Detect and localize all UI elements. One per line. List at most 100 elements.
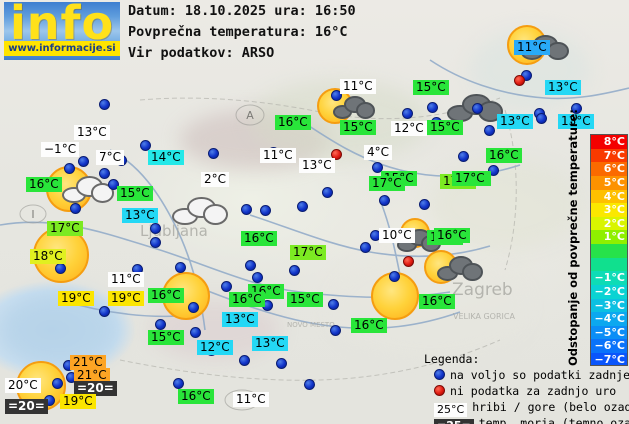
color-scale-segment: 2°C	[591, 216, 627, 231]
station-dot-available[interactable]	[78, 156, 89, 167]
temperature-chip: 19°C	[60, 394, 96, 409]
temperature-chip: 15°C	[413, 80, 449, 95]
station-dot-available[interactable]	[108, 179, 119, 190]
station-dot-available[interactable]	[241, 204, 252, 215]
station-dot-available[interactable]	[331, 90, 342, 101]
color-scale-segment: −2°C	[591, 284, 627, 299]
station-dot-available[interactable]	[70, 203, 81, 214]
color-scale-segment	[591, 244, 627, 258]
header-date-time: Datum: 18.10.2025 ura: 16:50	[128, 3, 356, 19]
station-dot-available[interactable]	[372, 162, 383, 173]
station-dot-available[interactable]	[221, 281, 232, 292]
site-logo[interactable]: info www.informacije.si	[4, 2, 120, 60]
station-dot-available[interactable]	[173, 378, 184, 389]
temperature-chip: 15°C	[148, 330, 184, 345]
legend-row-available: na voljo so podatki zadnje ure	[434, 368, 629, 383]
station-dot-available[interactable]	[536, 113, 547, 124]
cloud-grey-icon	[437, 255, 483, 281]
temperature-chip: 16°C	[275, 115, 311, 130]
temperature-chip: 20°C	[5, 378, 41, 393]
legend-row-sea: =25= temp. morja (temno ozadje)	[434, 416, 629, 424]
color-scale-segment: −6°C	[591, 339, 627, 353]
legend-missing-label: ni podatka za zadnjo uro	[450, 384, 617, 398]
temperature-chip: 17°C	[452, 171, 488, 186]
temperature-chip: 13°C	[545, 80, 581, 95]
temperature-chip: 11°C	[514, 40, 550, 55]
station-dot-available[interactable]	[571, 103, 582, 114]
station-dot-available[interactable]	[260, 205, 271, 216]
station-dot-available[interactable]	[55, 263, 66, 274]
station-dot-available[interactable]	[99, 168, 110, 179]
color-scale-segment: 7°C	[591, 148, 627, 163]
temperature-chip: 11°C	[260, 148, 296, 163]
station-dot-available[interactable]	[155, 319, 166, 330]
legend-available-label: na voljo so podatki zadnje ure	[450, 368, 629, 382]
station-dot-available[interactable]	[304, 379, 315, 390]
color-scale-segment: 1°C	[591, 230, 627, 244]
station-dot-available[interactable]	[427, 102, 438, 113]
station-dot-available[interactable]	[64, 163, 75, 174]
station-dot-available[interactable]	[276, 358, 287, 369]
color-scale-segment: 3°C	[591, 203, 627, 217]
station-dot-available[interactable]	[239, 355, 250, 366]
station-dot-available[interactable]	[245, 260, 256, 271]
legend-sea-label: temp. morja (temno ozadje)	[478, 416, 629, 424]
station-dot-no-data[interactable]	[403, 256, 414, 267]
temperature-chip: −1°C	[41, 142, 80, 157]
station-dot-available[interactable]	[419, 199, 430, 210]
temperature-chip: 16°C	[486, 148, 522, 163]
station-dot-available[interactable]	[52, 378, 63, 389]
color-scale-segment: −1°C	[591, 271, 627, 285]
header-average-temperature: Povprečna temperatura: 16°C	[128, 24, 348, 40]
dark-swatch-icon: =25=	[434, 419, 474, 424]
station-dot-available[interactable]	[458, 151, 469, 162]
temperature-chip: 13°C	[252, 336, 288, 351]
station-dot-available[interactable]	[190, 327, 201, 338]
temperature-chip: 19°C	[108, 291, 144, 306]
temperature-chip: 13°C	[497, 114, 533, 129]
station-dot-no-data[interactable]	[331, 149, 342, 160]
temperature-chip: 16°C	[229, 292, 265, 307]
station-dot-available[interactable]	[297, 201, 308, 212]
temperature-chip: 19°C	[58, 291, 94, 306]
station-dot-available[interactable]	[402, 108, 413, 119]
temperature-chip: 15°C	[117, 186, 153, 201]
station-dot-no-data[interactable]	[514, 75, 525, 86]
station-dot-available[interactable]	[252, 272, 263, 283]
temperature-chip: 13°C	[299, 158, 335, 173]
color-scale-segment: 8°C	[591, 135, 627, 149]
temperature-chip: 11°C	[108, 272, 144, 287]
temperature-chip: 13°C	[74, 125, 110, 140]
station-dot-available[interactable]	[99, 306, 110, 317]
station-dot-available[interactable]	[484, 125, 495, 136]
station-dot-available[interactable]	[328, 299, 339, 310]
station-dot-available[interactable]	[488, 165, 499, 176]
station-dot-available[interactable]	[208, 148, 219, 159]
temperature-chip: 11°C	[233, 392, 269, 407]
temperature-chip: 17°C	[290, 245, 326, 260]
station-dot-available[interactable]	[188, 302, 199, 313]
station-dot-available[interactable]	[175, 262, 186, 273]
color-scale-segment: −7°C	[591, 353, 627, 365]
station-dot-available[interactable]	[99, 99, 110, 110]
station-dot-available[interactable]	[379, 195, 390, 206]
station-dot-available[interactable]	[472, 103, 483, 114]
temperature-chip: 11°C	[340, 79, 376, 94]
station-dot-available[interactable]	[150, 223, 161, 234]
station-dot-available[interactable]	[140, 140, 151, 151]
station-dot-available[interactable]	[389, 271, 400, 282]
temperature-chip: 12°C	[197, 340, 233, 355]
temperature-chip: 2°C	[201, 172, 230, 187]
temperature-chip: =20=	[5, 399, 48, 414]
label-austria: A	[246, 109, 254, 122]
white-swatch-icon: 25°C	[434, 403, 468, 417]
station-dot-available[interactable]	[322, 187, 333, 198]
station-dot-available[interactable]	[150, 237, 161, 248]
color-scale-segment	[591, 257, 627, 272]
station-dot-available[interactable]	[289, 265, 300, 276]
temperature-chip: 17°C	[47, 221, 83, 236]
station-dot-available[interactable]	[360, 242, 371, 253]
temperature-chip: 12°C	[391, 121, 427, 136]
color-scale-segment: −4°C	[591, 312, 627, 326]
station-dot-available[interactable]	[330, 325, 341, 336]
